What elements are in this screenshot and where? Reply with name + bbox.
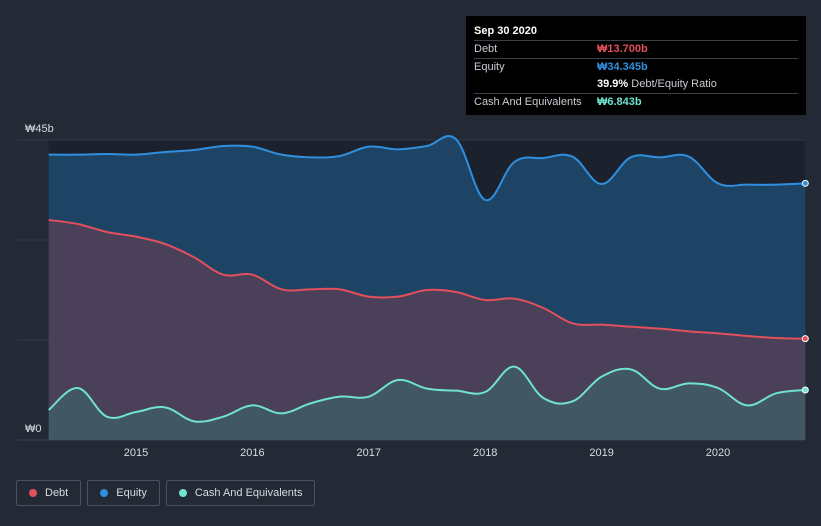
area-cash-and-equivalents bbox=[48, 366, 806, 440]
ratio-suffix-text: Debt/Equity Ratio bbox=[631, 78, 717, 90]
legend-label: Cash And Equivalents bbox=[194, 487, 303, 499]
tooltip-date: Sep 30 2020 bbox=[474, 25, 537, 37]
x-tick-label: 2015 bbox=[124, 447, 148, 459]
series-lines bbox=[48, 135, 806, 423]
line-debt bbox=[48, 219, 806, 340]
legend-dot-icon bbox=[178, 489, 187, 497]
y-axis-top-label: ₩45b bbox=[25, 123, 54, 135]
tooltip-value: ₩34.345b bbox=[597, 61, 648, 73]
legend-dot-icon bbox=[100, 489, 109, 497]
x-axis-ticks: 2015 2016 2017 2018 2019 2020 bbox=[124, 447, 730, 459]
tooltip-row-debt: Debt ₩13.700b bbox=[474, 40, 798, 58]
tooltip-value: 39.9% bbox=[597, 78, 629, 90]
tooltip-value: ₩6.843b bbox=[597, 96, 642, 108]
end-marker-cash-and-equivalents[interactable] bbox=[801, 386, 809, 394]
x-tick-label: 2018 bbox=[473, 447, 497, 459]
x-tick-label: 2019 bbox=[589, 447, 613, 459]
legend-label: Equity bbox=[116, 487, 147, 499]
tooltip-row-equity: Equity ₩34.345b bbox=[474, 58, 798, 76]
series-end-markers bbox=[801, 179, 809, 394]
x-tick-label: 2017 bbox=[357, 447, 381, 459]
tooltip-ratio-suffix: Debt/Equity Ratio bbox=[628, 76, 717, 93]
legend-label: Debt bbox=[45, 487, 69, 499]
chart-legend: Debt Equity Cash And Equivalents bbox=[16, 480, 316, 506]
end-marker-debt[interactable] bbox=[801, 335, 809, 343]
tooltip-label: Debt bbox=[474, 43, 498, 55]
legend-item-equity[interactable]: Equity bbox=[87, 480, 160, 506]
data-tooltip: Sep 30 2020 Debt ₩13.700b Equity ₩34.345… bbox=[466, 16, 806, 115]
tooltip-value: ₩13.700b bbox=[597, 43, 648, 55]
series-areas bbox=[48, 136, 806, 441]
tooltip-label: Cash And Equivalents bbox=[474, 96, 582, 108]
tooltip-row-cash: Cash And Equivalents ₩6.843b bbox=[474, 93, 798, 111]
y-axis-bottom-label: ₩0 bbox=[25, 423, 42, 435]
end-marker-equity[interactable] bbox=[801, 179, 809, 187]
line-cash-and-equivalents bbox=[48, 365, 806, 423]
x-tick-label: 2020 bbox=[706, 447, 730, 459]
legend-item-debt[interactable]: Debt bbox=[16, 480, 82, 506]
legend-dot-icon bbox=[29, 489, 37, 497]
x-tick-label: 2016 bbox=[240, 447, 264, 459]
line-equity bbox=[48, 135, 806, 202]
tooltip-row-ratio: 39.9% Debt/Equity Ratio bbox=[474, 76, 798, 93]
legend-item-cash[interactable]: Cash And Equivalents bbox=[165, 480, 316, 506]
tooltip-label: Equity bbox=[474, 61, 505, 73]
tooltip-label bbox=[474, 76, 597, 93]
